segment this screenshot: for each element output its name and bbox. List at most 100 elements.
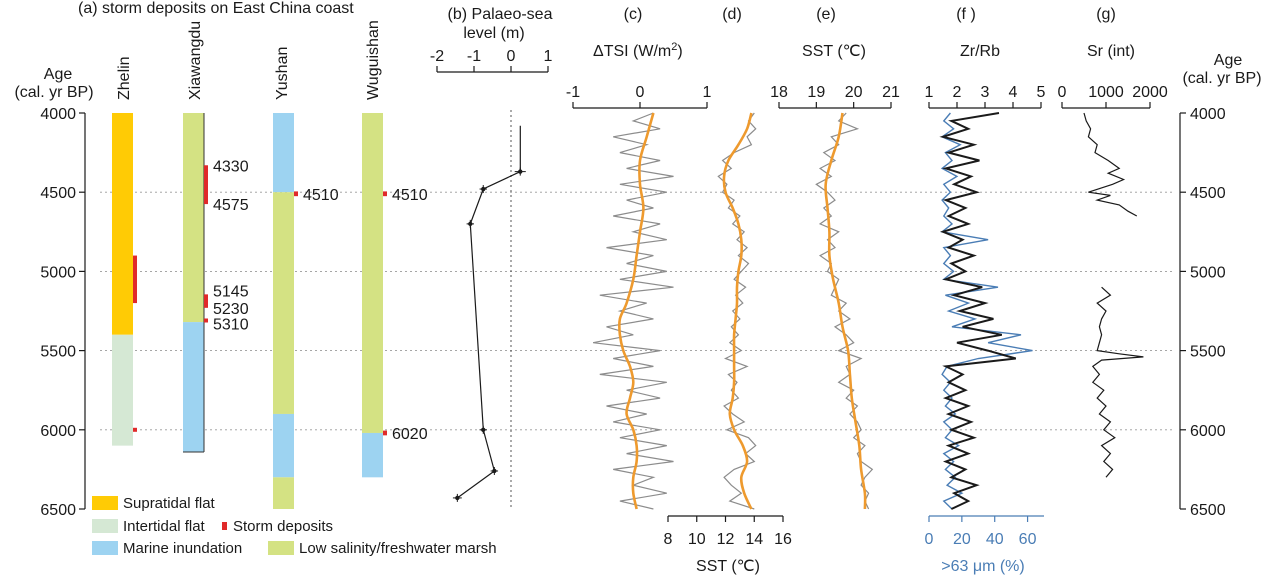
legend: Supratidal flat Intertidal flat Storm de…: [92, 495, 497, 557]
panel-g-sr-series-lower: [1091, 286, 1144, 478]
legend-marine-label: Marine inundation: [123, 540, 242, 557]
panel-e-tick-label-20: 20: [845, 84, 863, 101]
panel-g-tick-label-1000: 1000: [1088, 84, 1124, 101]
panel-f-bottom-tick-label-60: 60: [1019, 531, 1037, 548]
panel-f-label: (f ): [956, 6, 976, 23]
panel-e-tick-label-21: 21: [882, 84, 900, 101]
panel-d-axis-title: SST (℃): [696, 558, 760, 575]
panel-d-raw-series: [717, 112, 757, 510]
core-wuguishan-storm-0: [383, 191, 387, 197]
core-yushan-unit-marine-2: [273, 413, 294, 478]
core-xiawangdu-storm-1: [204, 294, 208, 308]
panel-g-sr: 0 1000 2000: [1058, 84, 1168, 478]
age-axis-right-label-2: (cal. yr BP): [1182, 70, 1261, 87]
panel-e-sst: 18 19 20 21: [770, 84, 900, 510]
panel-g-label: (g): [1096, 6, 1116, 23]
core-xiawangdu-storm-0: [204, 165, 208, 205]
age-tick-label-5000: 5000: [40, 264, 76, 281]
panel-f-tick-label-2: 2: [953, 84, 962, 101]
storm-age-label-xiawangdu-4575: 4575: [213, 197, 249, 214]
panel-b-title-2: level (m): [463, 25, 524, 42]
panel-f-zr-rb-series: [939, 112, 1017, 510]
panel-c-raw-series: [592, 112, 674, 510]
panel-c-tick-label-0: 0: [636, 84, 645, 101]
storm-age-label-wuguishan-6020: 6020: [392, 426, 428, 443]
panel-b-point-5: [492, 468, 497, 474]
panel-b-tick-label-0: 0: [507, 48, 516, 65]
panel-f-tick-label-3: 3: [981, 84, 990, 101]
panel-d-tick-label-8: 8: [664, 531, 673, 548]
panel-c-axis-title-main: ΔTSI (W/m: [593, 43, 671, 60]
core-name-yushan: Yushan: [274, 47, 291, 100]
core-zhelin-unit-intertidal-1: [112, 334, 133, 446]
panel-g-sr-series-upper: [1083, 112, 1138, 217]
panel-f-tick-label-4: 4: [1009, 84, 1018, 101]
legend-marsh-label: Low salinity/freshwater marsh: [299, 540, 497, 557]
core-zhelin-storm-0: [133, 255, 137, 304]
panel-f-tick-label-5: 5: [1037, 84, 1046, 101]
core-name-wuguishan: Wuguishan: [365, 20, 382, 100]
core-wuguishan-unit-marine-1: [362, 432, 383, 478]
panel-c-smoothed-series: [617, 112, 655, 510]
legend-intertidal-swatch: [92, 519, 118, 533]
panel-b-point-6: [455, 495, 460, 501]
age-tick-label-6500: 6500: [40, 502, 76, 519]
storm-age-label-xiawangdu-4330: 4330: [213, 158, 249, 175]
storm-age-label-xiawangdu-5310: 5310: [213, 317, 249, 334]
core-zhelin-storm-1: [133, 427, 137, 432]
panel-f-zr-rb: 1 2 3 4 5 0 20 40 60: [925, 84, 1046, 548]
panel-g-tick-label-2000: 2000: [1132, 84, 1168, 101]
panel-b-tick-label-1: 1: [544, 48, 553, 65]
core-yushan-unit-marine-0: [273, 113, 294, 193]
core-zhelin-unit-supratidal-0: [112, 113, 133, 335]
age-tick-label-4500: 4500: [40, 185, 76, 202]
panel-c-tick-label--1: -1: [566, 84, 580, 101]
panel-g-axis-title: Sr (int): [1087, 43, 1135, 60]
core-name-xiawangdu: Xiawangdu: [187, 21, 204, 100]
panel-d-tick-label-14: 14: [745, 531, 763, 548]
panel-c-tick-label-1: 1: [703, 84, 712, 101]
storm-age-label-yushan-4510: 4510: [303, 187, 339, 204]
storm-age-label-wuguishan-4510: 4510: [392, 187, 428, 204]
panel-b-point-1: [518, 169, 523, 174]
panel-e-axis-title: SST (℃): [802, 43, 866, 60]
age-tick-label-4500: 4500: [1190, 185, 1226, 202]
core-wuguishan-unit-marsh-0: [362, 113, 383, 433]
panel-b-sea-level: -2 -1 0 1: [430, 48, 553, 509]
age-axis-left-label-1: Age: [44, 66, 73, 83]
panel-e-tick-label-19: 19: [807, 84, 825, 101]
panel-g-tick-label-0: 0: [1058, 84, 1067, 101]
legend-storm-swatch: [222, 522, 227, 530]
core-yushan-storm-0: [294, 191, 298, 197]
panel-d-tick-label-10: 10: [688, 531, 706, 548]
age-tick-label-5500: 5500: [40, 344, 76, 361]
core-xiawangdu-storm-2: [204, 318, 208, 323]
core-name-zhelin: Zhelin: [116, 56, 133, 100]
panel-c-axis-title-end: ): [677, 43, 682, 60]
panel-c-axis-title-sup: 2: [671, 41, 677, 53]
panel-e-label: (e): [816, 6, 836, 23]
panel-f-bottom-tick-label-0: 0: [925, 531, 934, 548]
legend-supratidal-swatch: [92, 496, 118, 510]
core-wuguishan-storm-1: [383, 430, 387, 436]
age-gridlines: [100, 191, 1175, 431]
age-axis-right-label-1: Age: [1214, 52, 1243, 69]
panel-c-label: (c): [624, 6, 643, 23]
panel-d-smoothed-series: [722, 112, 753, 510]
panel-c-axis-title: ΔTSI (W/m2): [593, 41, 683, 60]
age-tick-label-5000: 5000: [1190, 264, 1226, 281]
panel-f-bottom-tick-label-20: 20: [953, 531, 971, 548]
panel-f-bottom-tick-label-40: 40: [986, 531, 1004, 548]
legend-storm-label: Storm deposits: [233, 518, 333, 535]
legend-intertidal-label: Intertidal flat: [123, 518, 206, 535]
core-yushan-unit-marsh-3: [273, 477, 294, 509]
panel-d-tick-label-16: 16: [774, 531, 792, 548]
age-tick-label-6000: 6000: [1190, 423, 1226, 440]
panel-f-bottom-axis-title: >63 μm (%): [941, 558, 1024, 575]
age-axis-left-label-2: (cal. yr BP): [14, 84, 93, 101]
panel-b-tick-label--2: -2: [430, 48, 444, 65]
core-xiawangdu-unit-marine-1: [183, 322, 204, 452]
storm-age-label-xiawangdu-5230: 5230: [213, 301, 249, 318]
